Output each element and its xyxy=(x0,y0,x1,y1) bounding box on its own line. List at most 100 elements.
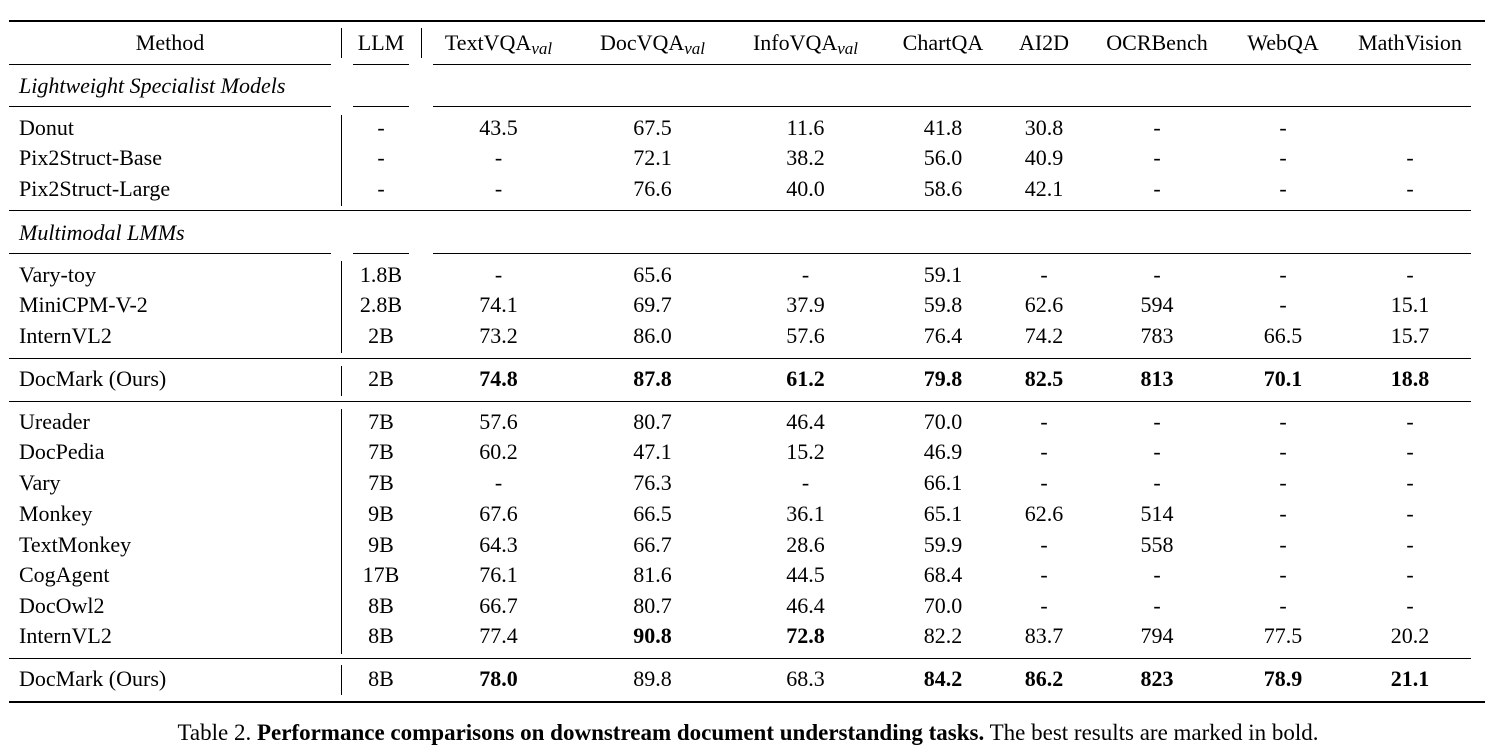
header-ai2d: AI2D xyxy=(1018,30,1070,55)
ocrbench-cell: 594 xyxy=(1140,292,1174,317)
infovqa-cell: 61.2 xyxy=(786,366,825,391)
table-row: InternVL2 8B 77.4 90.8 72.8 82.2 83.7 794 77.5 20… xyxy=(0,621,1496,651)
textvqa-cell: 78.0 xyxy=(479,666,518,691)
table-row: CogAgent 17B 76.1 81.6 44.5 68.4 - - - - xyxy=(0,560,1496,590)
method-llm-separator xyxy=(341,409,342,654)
infovqa-cell: 57.6 xyxy=(786,323,825,348)
infovqa-cell: - xyxy=(801,470,810,495)
method-cell: CogAgent xyxy=(19,562,110,587)
infovqa-cell: 36.1 xyxy=(786,501,825,526)
webqa-cell: - xyxy=(1279,501,1287,526)
method-llm-separator xyxy=(341,366,342,396)
table-row: Ureader 7B 57.6 80.7 46.4 70.0 - - - - xyxy=(0,407,1496,437)
docvqa-cell: 72.1 xyxy=(633,145,672,170)
ai2d-cell: - xyxy=(1040,562,1048,587)
webqa-cell: - xyxy=(1279,115,1287,140)
method-cell: TextMonkey xyxy=(19,532,132,557)
table-row: Vary-toy 1.8B - 65.6 - 59.1 - - - - xyxy=(0,260,1496,290)
ocrbench-cell: - xyxy=(1153,439,1161,464)
llm-cell: - xyxy=(377,176,385,201)
mathvision-cell xyxy=(1340,113,1480,143)
table-row: Pix2Struct-Base - - 72.1 38.2 56.0 40.9 - - - xyxy=(0,143,1496,173)
ours-2b-top-rule xyxy=(9,358,1471,359)
chartqa-cell: 84.2 xyxy=(923,666,963,691)
method-cell: DocMark (Ours) xyxy=(19,666,167,691)
ai2d-cell: 42.1 xyxy=(1024,176,1064,201)
section2-top-rule xyxy=(9,210,1471,211)
table-row: Vary 7B - 76.3 - 66.1 - - - - xyxy=(0,468,1496,498)
ocrbench-cell: 783 xyxy=(1140,323,1174,348)
mathvision-cell: 15.1 xyxy=(1390,292,1430,317)
chartqa-cell: 41.8 xyxy=(923,115,963,140)
llm-cell: 7B xyxy=(368,409,394,434)
section1-rule-method xyxy=(9,106,331,107)
webqa-cell: - xyxy=(1279,292,1287,317)
caption-label: Table 2. xyxy=(177,720,252,745)
ai2d-cell: 74.2 xyxy=(1024,323,1064,348)
section2-rule-method xyxy=(9,253,331,254)
docvqa-cell: 66.5 xyxy=(633,501,672,526)
ai2d-cell: 30.8 xyxy=(1024,115,1064,140)
table-row: Donut - 43.5 67.5 11.6 41.8 30.8 - - xyxy=(0,113,1496,143)
chartqa-cell: 58.6 xyxy=(923,176,963,201)
section1-rule-llm xyxy=(353,106,409,107)
header-ocrbench: OCRBench xyxy=(1106,30,1208,55)
chartqa-cell: 56.0 xyxy=(923,145,963,170)
infovqa-cell: 68.3 xyxy=(786,666,825,691)
docvqa-cell: 69.7 xyxy=(633,292,672,317)
ocrbench-cell: - xyxy=(1153,593,1161,618)
llm-cell: 7B xyxy=(368,470,394,495)
ai2d-cell: 83.7 xyxy=(1024,623,1064,648)
textvqa-cell: - xyxy=(494,145,503,170)
webqa-cell: - xyxy=(1279,470,1287,495)
ocrbench-cell: 813 xyxy=(1140,366,1174,391)
method-cell: Vary xyxy=(19,470,61,495)
docvqa-cell: 65.6 xyxy=(633,262,672,287)
table-row: DocMark (Ours) 2B 74.8 87.8 61.2 79.8 82.5 813 7… xyxy=(0,364,1496,394)
ai2d-cell: 40.9 xyxy=(1024,145,1064,170)
mathvision-cell: - xyxy=(1406,176,1414,201)
llm-cell: 2B xyxy=(368,323,394,348)
infovqa-cell: 11.6 xyxy=(786,115,825,140)
method-cell: Donut xyxy=(19,115,74,140)
webqa-cell: - xyxy=(1279,532,1287,557)
llm-cell: 8B xyxy=(368,593,394,618)
llm-cell: 9B xyxy=(368,532,394,557)
ai2d-cell: 62.6 xyxy=(1024,292,1064,317)
mathvision-cell: - xyxy=(1406,593,1414,618)
docvqa-cell: 81.6 xyxy=(633,562,672,587)
chartqa-cell: 70.0 xyxy=(923,409,963,434)
infovqa-cell: 44.5 xyxy=(786,562,825,587)
mathvision-cell: 15.7 xyxy=(1390,323,1430,348)
textvqa-cell: 60.2 xyxy=(479,439,518,464)
textvqa-cell: - xyxy=(494,470,503,495)
header-llm: LLM xyxy=(357,30,405,55)
ai2d-cell: 86.2 xyxy=(1024,666,1064,691)
section-title: Multimodal LMMs xyxy=(19,220,185,245)
ocrbench-cell: - xyxy=(1153,145,1161,170)
ocrbench-cell: 823 xyxy=(1140,666,1174,691)
textvqa-cell: 67.6 xyxy=(479,501,518,526)
llm-cell: 2B xyxy=(368,366,394,391)
llm-cell: 17B xyxy=(362,562,400,587)
ours-8b-top-rule xyxy=(9,658,1471,659)
header-rule-llm xyxy=(353,64,409,65)
section2-rule-llm xyxy=(353,253,409,254)
chartqa-cell: 66.1 xyxy=(923,470,963,495)
llm-cell: - xyxy=(377,145,385,170)
ai2d-cell: - xyxy=(1040,262,1048,287)
infovqa-cell: 15.2 xyxy=(786,439,825,464)
chartqa-cell: 59.1 xyxy=(923,262,963,287)
webqa-cell: 66.5 xyxy=(1263,323,1303,348)
chartqa-cell: 46.9 xyxy=(923,439,963,464)
mathvision-cell: - xyxy=(1406,262,1414,287)
webqa-cell: - xyxy=(1279,145,1287,170)
mathvision-cell: 20.2 xyxy=(1390,623,1430,648)
mathvision-cell: - xyxy=(1406,532,1414,557)
infovqa-cell: - xyxy=(801,262,810,287)
table-row: DocOwl2 8B 66.7 80.7 46.4 70.0 - - - - xyxy=(0,591,1496,621)
method-llm-separator xyxy=(341,665,342,695)
caption-bold-text: Performance comparisons on downstream do… xyxy=(256,720,985,745)
section1-rule-metrics xyxy=(433,106,1471,107)
